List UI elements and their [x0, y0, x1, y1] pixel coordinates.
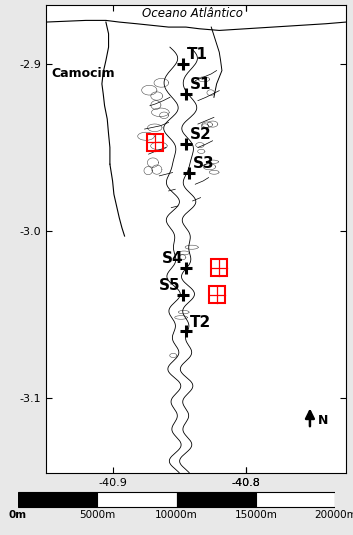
- Text: Camocim: Camocim: [52, 67, 115, 80]
- Text: 15000m: 15000m: [234, 510, 277, 520]
- Text: T2: T2: [190, 315, 211, 330]
- Bar: [97, 492, 176, 507]
- Text: N: N: [317, 414, 328, 427]
- Text: Oceano Atlântico: Oceano Atlântico: [142, 7, 243, 20]
- Bar: [209, 286, 225, 303]
- Text: S3: S3: [193, 156, 214, 171]
- Text: 20000m: 20000m: [314, 510, 353, 520]
- Text: S5: S5: [159, 278, 181, 293]
- Bar: [18, 492, 97, 507]
- Bar: [256, 492, 335, 507]
- Text: T1: T1: [187, 47, 208, 62]
- Text: S1: S1: [190, 77, 211, 93]
- Text: 0m: 0m: [8, 510, 27, 520]
- Text: S4: S4: [162, 251, 184, 266]
- Bar: [211, 259, 227, 276]
- Bar: [176, 492, 256, 507]
- Text: 5000m: 5000m: [79, 510, 115, 520]
- Text: 10000m: 10000m: [155, 510, 198, 520]
- Text: S2: S2: [190, 127, 212, 142]
- Bar: [147, 134, 163, 151]
